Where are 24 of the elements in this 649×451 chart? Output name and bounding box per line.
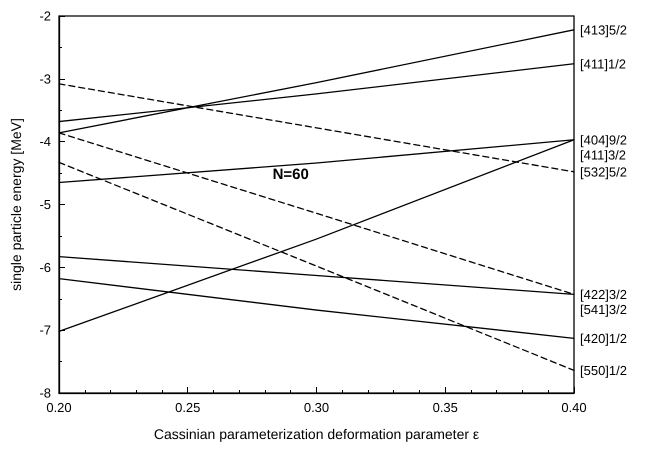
y-tick-label: -8 [39, 386, 51, 400]
x-axis-title: Cassinian parameterization deformation parameter ε [154, 426, 480, 442]
y-tick-label: -7 [39, 322, 51, 338]
series-label: [411]1/2 [580, 56, 626, 72]
series-label: [422]3/2 [580, 286, 627, 302]
y-axis-title: single particle energy [MeV] [8, 118, 24, 291]
y-tick-label: -3 [39, 71, 51, 86]
y-tick-label: -4 [39, 134, 51, 150]
x-tick-label: 0.35 [432, 400, 458, 415]
y-tick-label: -2 [39, 8, 51, 24]
series-label: [541]3/2 [580, 302, 627, 317]
series-label: [532]5/2 [580, 164, 627, 180]
series-label: [404]9/2 [580, 132, 627, 148]
y-tick-label: -6 [39, 260, 51, 275]
series-label: [411]3/2 [580, 147, 626, 162]
series-label: [550]1/2 [580, 362, 627, 378]
x-tick-label: 0.20 [46, 400, 72, 415]
x-tick-label: 0.30 [304, 400, 330, 415]
series-label: [413]5/2 [580, 22, 627, 38]
y-tick-label: -5 [39, 197, 51, 212]
x-tick-label: 0.40 [561, 400, 587, 415]
x-tick-label: 0.25 [175, 400, 200, 415]
series-label: [420]1/2 [580, 330, 627, 346]
annotation: N=60 [272, 166, 309, 183]
